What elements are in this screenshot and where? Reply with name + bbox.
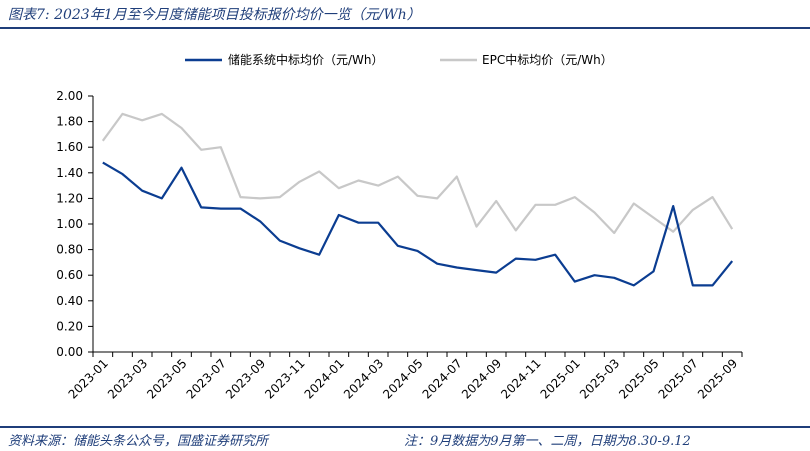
- x-tick-label: 2024-05: [380, 356, 425, 401]
- x-tick-label: 2023-07: [184, 356, 229, 401]
- y-tick-label: 2.00: [56, 89, 83, 103]
- x-tick-label: 2025-09: [695, 356, 740, 401]
- y-tick-label: 0.00: [56, 345, 83, 359]
- x-tick-label: 2023-01: [66, 356, 111, 401]
- y-tick-label: 1.00: [56, 217, 83, 231]
- x-tick-label: 2024-09: [459, 356, 504, 401]
- x-tick-label: 2023-03: [105, 356, 150, 401]
- x-tick-label: 2024-07: [420, 356, 465, 401]
- x-tick-label: 2024-01: [302, 356, 347, 401]
- y-tick-label: 0.80: [56, 243, 83, 257]
- legend-label-series2: EPC中标均价（元/Wh）: [482, 52, 613, 67]
- line-chart: 储能系统中标均价（元/Wh） EPC中标均价（元/Wh） 0.00 0.20 0.4…: [56, 52, 743, 402]
- y-tick-label: 1.60: [56, 140, 83, 154]
- legend-label-series1: 储能系统中标均价（元/Wh）: [228, 52, 384, 67]
- y-tick-label: 0.40: [56, 294, 83, 308]
- x-tick-label: 2023-09: [223, 356, 268, 401]
- series-line-epc: [101, 112, 734, 235]
- y-tick-label: 1.20: [56, 191, 83, 205]
- x-tick-label: 2024-11: [498, 356, 543, 401]
- y-tick-label: 1.40: [56, 166, 83, 180]
- x-tick-label: 2024-03: [341, 356, 386, 401]
- x-tick-label: 2023-05: [144, 356, 189, 401]
- y-axis: 0.00 0.20 0.40 0.60 0.80 1.00 1.20 1.40 1.60 1.80…: [56, 89, 94, 359]
- title-underline: [0, 27, 810, 29]
- y-tick-label: 0.20: [56, 319, 83, 333]
- x-tick-label: 2023-11: [262, 356, 307, 401]
- y-tick-label: 0.60: [56, 268, 83, 282]
- data-note: 注：9月数据为9月第一、二周，日期为8.30-9.12: [404, 434, 691, 449]
- x-tick-label: 2025-07: [656, 356, 701, 401]
- source-note: 资料来源：储能头条公众号，国盛证券研究所: [8, 434, 269, 449]
- y-tick-label: 1.80: [56, 115, 83, 129]
- x-tick-label: 2025-03: [577, 356, 622, 401]
- footer-line: [0, 426, 810, 428]
- series-line-system: [102, 161, 734, 287]
- x-axis: 2023-012023-032023-052023-072023-092023-…: [66, 351, 743, 402]
- chart-title: 图表7: 2023年1月至今月度储能项目投标报价均价一览（元/Wh）: [8, 7, 421, 23]
- series-lines: [101, 112, 734, 287]
- legend: 储能系统中标均价（元/Wh） EPC中标均价（元/Wh）: [185, 52, 613, 67]
- x-tick-label: 2025-01: [538, 356, 583, 401]
- x-tick-label: 2025-05: [616, 356, 661, 401]
